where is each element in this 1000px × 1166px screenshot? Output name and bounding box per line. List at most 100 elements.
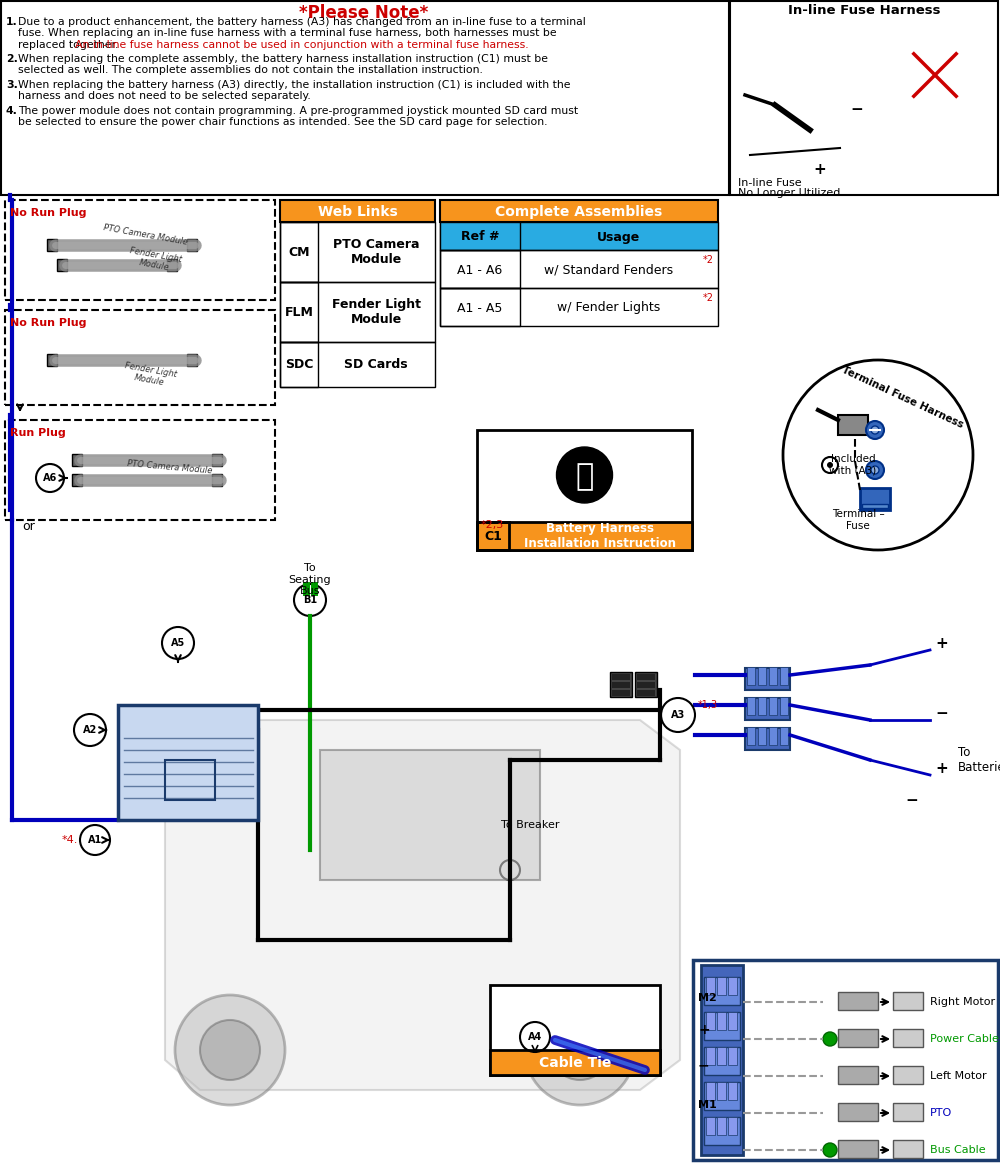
Bar (706, 1047, 715, 1065)
Bar (704, 1117, 740, 1145)
Text: To
Batteries: To Batteries (958, 746, 1000, 774)
Text: C1: C1 (484, 529, 502, 542)
Text: No Run Plug: No Run Plug (10, 318, 87, 328)
Text: *2: *2 (703, 255, 714, 265)
Bar (704, 1047, 740, 1075)
Bar (747, 667, 755, 684)
Bar (212, 475, 222, 486)
Text: SD Cards: SD Cards (344, 358, 408, 371)
Bar (1, 1, 729, 195)
Text: A6: A6 (43, 473, 57, 483)
Text: +: + (698, 1023, 710, 1037)
Text: No Run Plug: No Run Plug (10, 208, 87, 218)
Bar (769, 726, 777, 745)
Text: 3.: 3. (6, 79, 18, 90)
Text: To Breaker: To Breaker (501, 820, 559, 830)
Text: *2: *2 (703, 293, 714, 303)
Bar (769, 667, 777, 684)
Text: selected as well. The complete assemblies do not contain the installation instru: selected as well. The complete assemblie… (18, 65, 483, 75)
Bar (717, 977, 726, 995)
Text: When replacing the complete assembly, the battery harness installation instructi: When replacing the complete assembly, th… (18, 54, 548, 63)
Bar (758, 726, 766, 745)
Text: 2.: 2. (6, 54, 18, 63)
Text: fuse. When replacing an in-line fuse harness with a terminal fuse harness, both : fuse. When replacing an in-line fuse har… (18, 28, 557, 38)
Text: *Please Note*: *Please Note* (299, 3, 429, 22)
Bar (47, 239, 57, 251)
Text: To
Seating
Bus: To Seating Bus (289, 563, 331, 596)
Text: A1: A1 (88, 835, 102, 845)
Text: Due to a product enhancement, the battery harness (A3) has changed from an in-li: Due to a product enhancement, the batter… (18, 17, 586, 27)
Text: Complete Assemblies: Complete Assemblies (495, 205, 663, 219)
Bar (893, 1030, 923, 1047)
Text: PTO Camera Module: PTO Camera Module (127, 458, 213, 476)
Bar (440, 222, 718, 250)
Text: Bus Cable: Bus Cable (930, 1145, 986, 1156)
Polygon shape (165, 719, 680, 1090)
Bar (280, 201, 435, 222)
Bar (637, 682, 655, 688)
Bar (730, 1, 998, 195)
Bar (280, 342, 318, 387)
Text: An in-line fuse harness cannot be used in conjunction with a terminal fuse harne: An in-line fuse harness cannot be used i… (75, 40, 529, 50)
Bar (612, 674, 630, 680)
Bar (5, 420, 275, 520)
Circle shape (556, 447, 612, 503)
Bar (706, 1117, 715, 1135)
Bar (280, 342, 435, 387)
Circle shape (175, 995, 285, 1105)
Text: Fender Light
Module: Fender Light Module (122, 360, 178, 389)
Circle shape (866, 461, 884, 479)
Text: replaced together.: replaced together. (18, 40, 122, 50)
Bar (701, 965, 743, 1156)
Bar (693, 960, 998, 1160)
Bar (612, 682, 630, 688)
Text: When replacing the battery harness (A3) directly, the installation instruction (: When replacing the battery harness (A3) … (18, 79, 570, 90)
Text: +: + (935, 635, 948, 651)
Bar (717, 1012, 726, 1030)
Bar (728, 1047, 737, 1065)
Text: Right Motor: Right Motor (930, 997, 995, 1007)
Bar (5, 201, 275, 300)
Bar (440, 288, 520, 326)
Text: Battery Harness
Installation Instruction: Battery Harness Installation Instruction (524, 522, 676, 550)
Bar (167, 259, 177, 271)
Text: No Longer Utilized: No Longer Utilized (738, 188, 840, 198)
Text: 👤: 👤 (575, 463, 594, 492)
Bar (440, 201, 718, 222)
Bar (47, 354, 57, 366)
Bar (893, 1103, 923, 1121)
Text: +: + (935, 761, 948, 777)
Bar (769, 697, 777, 715)
Text: SDC: SDC (285, 358, 313, 371)
Bar (440, 288, 718, 326)
Circle shape (823, 1032, 837, 1046)
Bar (838, 415, 868, 435)
Bar (5, 310, 275, 405)
Text: A3: A3 (671, 710, 685, 719)
Text: A1 - A6: A1 - A6 (457, 264, 503, 276)
Bar (704, 977, 740, 1005)
Bar (57, 259, 67, 271)
Text: Terminal Fuse Harness: Terminal Fuse Harness (841, 365, 965, 430)
Bar (745, 728, 790, 750)
Bar (780, 667, 788, 684)
Bar (758, 667, 766, 684)
Circle shape (525, 995, 635, 1105)
Text: w/ Standard Fenders: w/ Standard Fenders (544, 264, 674, 276)
Text: be selected to ensure the power chair functions as intended. See the SD card pag: be selected to ensure the power chair fu… (18, 117, 548, 127)
Bar (635, 672, 657, 697)
Circle shape (823, 1143, 837, 1157)
Text: A1 - A5: A1 - A5 (457, 302, 503, 315)
Text: Power Cable: Power Cable (930, 1034, 999, 1044)
Bar (808, 122, 836, 140)
Text: The power module does not contain programming. A pre-programmed joystick mounted: The power module does not contain progra… (18, 105, 578, 115)
Text: A2: A2 (83, 725, 97, 735)
Bar (893, 992, 923, 1010)
Text: Terminal –
Fuse: Terminal – Fuse (832, 510, 884, 531)
Bar (893, 1140, 923, 1158)
Bar (838, 1030, 878, 1047)
Bar (745, 698, 790, 719)
Bar (440, 222, 520, 250)
Bar (704, 1012, 740, 1040)
Bar (728, 1082, 737, 1100)
